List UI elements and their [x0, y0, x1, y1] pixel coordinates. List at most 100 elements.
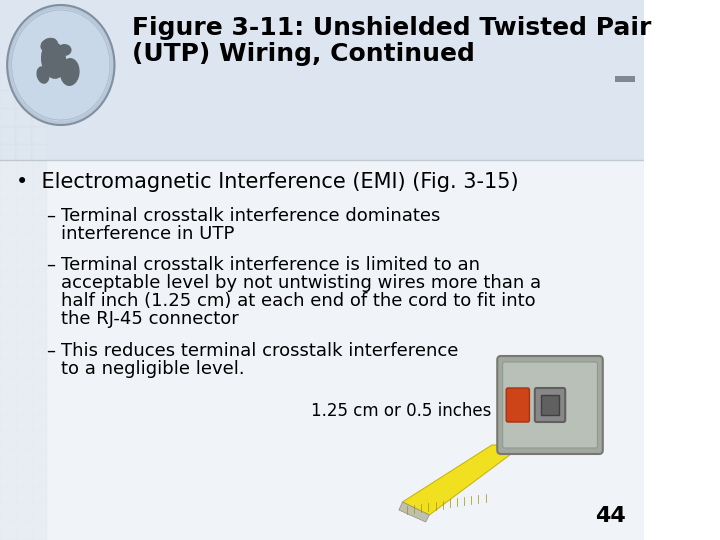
Bar	[32, 343, 48, 360]
Text: –: –	[47, 256, 55, 274]
Bar	[0, 487, 15, 504]
Bar	[0, 325, 15, 342]
Text: interference in UTP: interference in UTP	[60, 225, 234, 243]
FancyBboxPatch shape	[535, 388, 565, 422]
Bar	[16, 415, 31, 432]
Bar	[0, 307, 15, 324]
Bar	[0, 289, 15, 306]
Bar	[0, 91, 15, 108]
Bar	[16, 433, 31, 450]
Bar	[0, 181, 15, 198]
Bar	[16, 235, 31, 252]
Bar	[32, 415, 48, 432]
Text: •  Electromagnetic Interference (EMI) (Fig. 3-15): • Electromagnetic Interference (EMI) (Fi…	[16, 172, 518, 192]
Bar	[32, 433, 48, 450]
Bar	[16, 505, 31, 522]
Text: (UTP) Wiring, Continued: (UTP) Wiring, Continued	[132, 42, 475, 66]
Bar	[32, 217, 48, 234]
Bar	[616, 76, 635, 82]
Bar	[32, 271, 48, 288]
Bar	[0, 109, 15, 126]
Text: to a negligible level.: to a negligible level.	[60, 360, 245, 378]
Circle shape	[7, 5, 114, 125]
Bar	[16, 181, 31, 198]
Bar	[16, 91, 31, 108]
Bar	[0, 361, 15, 378]
Circle shape	[11, 9, 111, 121]
FancyBboxPatch shape	[498, 356, 603, 454]
Bar	[32, 91, 48, 108]
Bar	[32, 325, 48, 342]
FancyBboxPatch shape	[506, 388, 529, 422]
Bar	[16, 271, 31, 288]
Ellipse shape	[41, 41, 66, 79]
Bar	[16, 109, 31, 126]
Bar	[0, 127, 15, 144]
FancyBboxPatch shape	[503, 362, 598, 448]
Bar	[0, 253, 15, 270]
Bar	[32, 73, 48, 90]
Bar	[16, 523, 31, 540]
Bar	[32, 127, 48, 144]
Bar	[16, 127, 31, 144]
Bar	[16, 325, 31, 342]
Bar	[16, 253, 31, 270]
Bar	[0, 433, 15, 450]
Text: the RJ-45 connector: the RJ-45 connector	[60, 310, 238, 328]
Bar	[16, 487, 31, 504]
Bar	[0, 523, 15, 540]
Bar	[32, 109, 48, 126]
Bar	[32, 145, 48, 162]
Bar	[32, 235, 48, 252]
Text: half inch (1.25 cm) at each end of the cord to fit into: half inch (1.25 cm) at each end of the c…	[60, 292, 536, 310]
Text: –: –	[47, 207, 55, 225]
Bar	[32, 469, 48, 486]
Bar	[32, 361, 48, 378]
Bar	[0, 343, 15, 360]
Bar	[32, 181, 48, 198]
Bar	[32, 487, 48, 504]
Text: This reduces terminal crosstalk interference: This reduces terminal crosstalk interfer…	[60, 342, 458, 360]
Ellipse shape	[60, 58, 80, 86]
Bar	[32, 505, 48, 522]
Text: acceptable level by not untwisting wires more than a: acceptable level by not untwisting wires…	[60, 274, 541, 292]
Bar	[32, 451, 48, 468]
Text: Terminal crosstalk interference dominates: Terminal crosstalk interference dominate…	[60, 207, 440, 225]
Bar	[16, 397, 31, 414]
Bar	[0, 415, 15, 432]
Bar	[16, 361, 31, 378]
Bar	[0, 451, 15, 468]
Bar	[16, 469, 31, 486]
Ellipse shape	[57, 44, 71, 56]
Bar	[16, 73, 31, 90]
Bar	[16, 343, 31, 360]
Bar	[0, 217, 15, 234]
Bar	[32, 523, 48, 540]
Text: –: –	[47, 342, 55, 360]
Text: Terminal crosstalk interference is limited to an: Terminal crosstalk interference is limit…	[60, 256, 480, 274]
Bar	[32, 289, 48, 306]
Bar	[0, 271, 15, 288]
Text: 44: 44	[595, 506, 626, 526]
Bar	[16, 163, 31, 180]
Text: Figure 3-11: Unshielded Twisted Pair: Figure 3-11: Unshielded Twisted Pair	[132, 16, 652, 40]
Ellipse shape	[37, 66, 50, 84]
Bar	[16, 451, 31, 468]
Bar	[0, 163, 15, 180]
Bar	[32, 397, 48, 414]
Bar	[16, 199, 31, 216]
Polygon shape	[399, 502, 429, 522]
Bar	[0, 73, 15, 90]
Bar	[32, 199, 48, 216]
Bar	[0, 199, 15, 216]
Bar	[0, 0, 644, 160]
Ellipse shape	[40, 38, 58, 52]
Bar	[16, 289, 31, 306]
FancyBboxPatch shape	[541, 395, 559, 415]
Bar	[32, 307, 48, 324]
Bar	[0, 160, 644, 540]
Bar	[16, 379, 31, 396]
Bar	[0, 469, 15, 486]
Bar	[0, 505, 15, 522]
Bar	[0, 145, 15, 162]
